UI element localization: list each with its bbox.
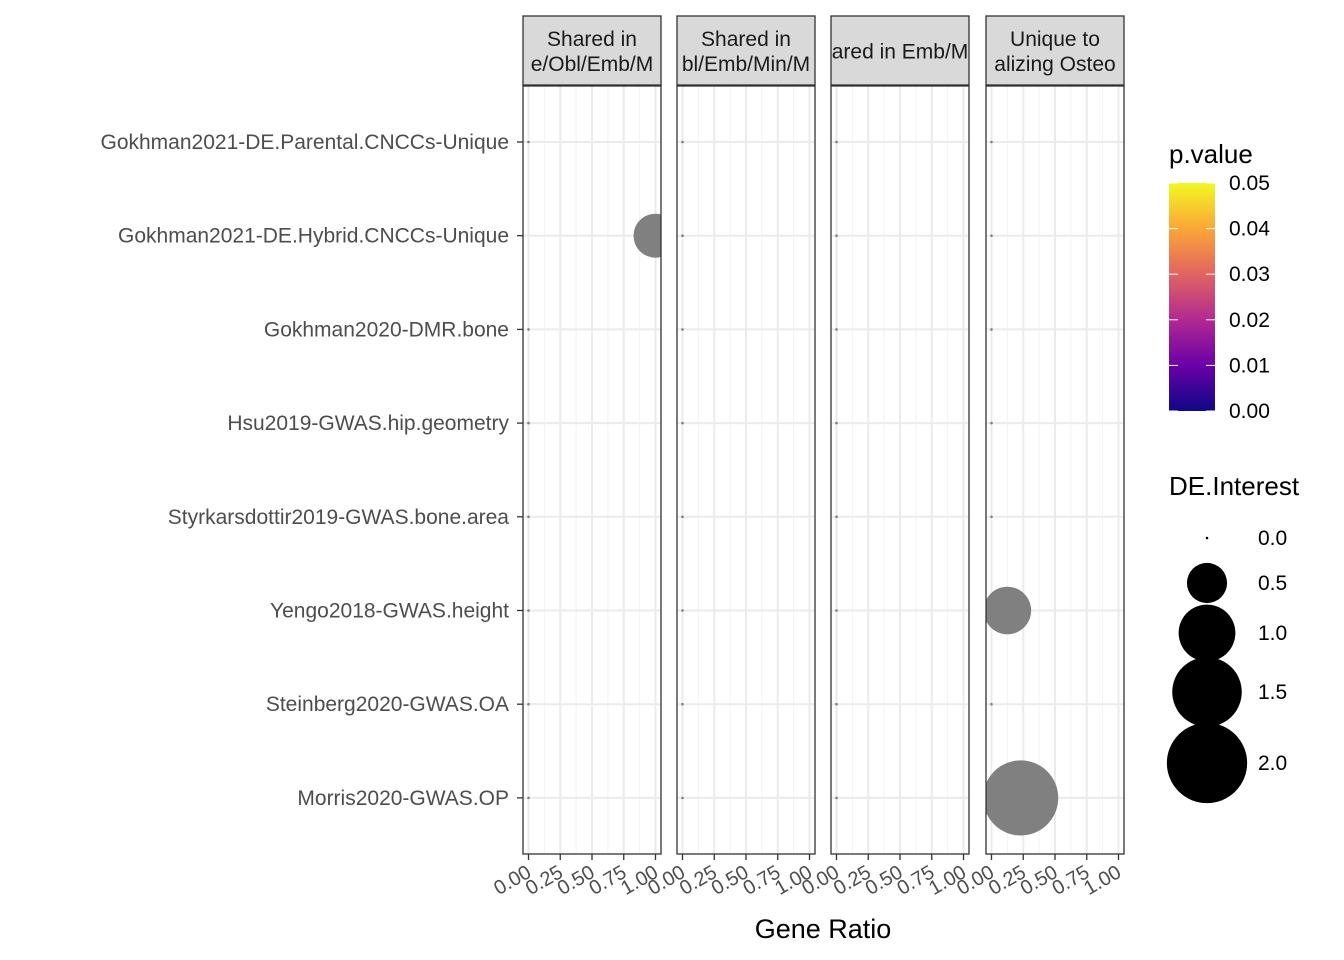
data-point bbox=[835, 234, 838, 237]
data-point bbox=[527, 140, 530, 144]
facet-strip bbox=[522, 15, 662, 86]
data-point bbox=[835, 328, 838, 331]
data-point bbox=[527, 796, 530, 800]
facet-strip-label: e/Obl/Emb/M bbox=[531, 53, 654, 76]
data-point bbox=[990, 421, 993, 425]
size-legend-key bbox=[1166, 722, 1248, 804]
color-legend-label: 0.05 bbox=[1229, 172, 1270, 195]
size-legend-label: 0.0 bbox=[1258, 527, 1287, 550]
data-point bbox=[681, 702, 684, 706]
color-legend-label: 0.04 bbox=[1229, 218, 1270, 241]
y-tick-label: Styrkarsdottir2019-GWAS.bone.area bbox=[168, 506, 510, 529]
data-point bbox=[990, 328, 993, 331]
color-legend-bar bbox=[1169, 183, 1215, 411]
color-legend-label: 0.03 bbox=[1229, 263, 1270, 286]
facet-panel-2: Shared inbl/Emb/Min/M0.000.250.500.751.0… bbox=[644, 15, 816, 900]
facet-panel-3: ared in Emb/M0.000.250.500.751.00 bbox=[798, 15, 970, 900]
size-legend-key bbox=[1178, 604, 1236, 662]
facet-panels: Shared ine/Obl/Emb/M0.000.250.500.751.00… bbox=[490, 15, 1125, 900]
data-point bbox=[986, 760, 1059, 836]
y-tick-label: Yengo2018-GWAS.height bbox=[270, 600, 509, 623]
legends: p.value 0.05 0.04 0.03 0.02 0.01 0.00 DE.Intere… bbox=[1166, 139, 1300, 804]
facet-strip bbox=[676, 15, 816, 86]
data-point bbox=[990, 234, 993, 237]
y-tick-label: Morris2020-GWAS.OP bbox=[297, 787, 509, 810]
data-point bbox=[527, 421, 530, 425]
facet-strip-label: ared in Emb/M bbox=[832, 41, 969, 64]
color-legend-title: p.value bbox=[1169, 139, 1253, 169]
x-axis-title: Gene Ratio bbox=[755, 914, 892, 944]
data-point bbox=[527, 702, 530, 706]
facet-strip bbox=[985, 15, 1125, 86]
data-point bbox=[633, 213, 661, 258]
y-tick-label: Hsu2019-GWAS.hip.geometry bbox=[227, 412, 509, 435]
facet-strip bbox=[830, 15, 970, 86]
color-legend-label: 0.02 bbox=[1229, 309, 1270, 332]
size-legend-key bbox=[1205, 536, 1209, 540]
data-point bbox=[986, 586, 1032, 635]
size-legend-label: 1.5 bbox=[1258, 681, 1287, 704]
facet-strip-label: Shared in bbox=[547, 28, 637, 51]
data-point bbox=[681, 796, 684, 800]
x-tick-label: 1.00 bbox=[1080, 861, 1125, 900]
data-point bbox=[527, 515, 530, 519]
data-point bbox=[835, 140, 838, 144]
size-legend-key bbox=[1186, 562, 1228, 604]
data-point bbox=[681, 609, 684, 612]
point-group bbox=[681, 140, 684, 800]
data-point bbox=[681, 328, 684, 331]
point-group bbox=[527, 140, 661, 800]
data-point bbox=[835, 515, 838, 519]
point-group bbox=[835, 140, 838, 800]
color-legend-label: 0.01 bbox=[1229, 354, 1270, 377]
data-point bbox=[527, 609, 530, 612]
size-legend-key bbox=[1172, 657, 1242, 727]
facet-strip-label: bl/Emb/Min/M bbox=[682, 53, 810, 76]
y-tick-label: Steinberg2020-GWAS.OA bbox=[266, 693, 509, 716]
facet-strip-label: Shared in bbox=[701, 28, 791, 51]
data-point bbox=[835, 609, 838, 612]
size-legend-label: 2.0 bbox=[1258, 752, 1287, 775]
data-point bbox=[527, 328, 530, 331]
data-point bbox=[835, 796, 838, 800]
y-tick-label: Gokhman2021-DE.Parental.CNCCs-Unique bbox=[100, 131, 509, 154]
facet-panel-1: Shared ine/Obl/Emb/M0.000.250.500.751.00 bbox=[490, 15, 662, 900]
size-legend-title: DE.Interest bbox=[1169, 471, 1300, 501]
point-group bbox=[986, 140, 1059, 836]
y-axis-labels: Gokhman2021-DE.Parental.CNCCs-Unique Gokh… bbox=[100, 131, 523, 810]
data-point bbox=[990, 515, 993, 519]
data-point bbox=[990, 702, 993, 706]
data-point bbox=[835, 421, 838, 425]
data-point bbox=[681, 140, 684, 144]
size-legend-label: 1.0 bbox=[1258, 622, 1287, 645]
facet-strip-label: alizing Osteo bbox=[994, 53, 1115, 76]
data-point bbox=[681, 515, 684, 519]
y-tick-label: Gokhman2020-DMR.bone bbox=[264, 318, 509, 341]
color-legend-label: 0.00 bbox=[1229, 400, 1270, 423]
data-point bbox=[835, 702, 838, 706]
y-tick-label: Gokhman2021-DE.Hybrid.CNCCs-Unique bbox=[118, 225, 509, 248]
facet-strip-label: Unique to bbox=[1010, 28, 1100, 51]
size-legend-label: 0.5 bbox=[1258, 572, 1287, 595]
data-point bbox=[681, 234, 684, 237]
data-point bbox=[681, 421, 684, 425]
data-point bbox=[990, 140, 993, 144]
